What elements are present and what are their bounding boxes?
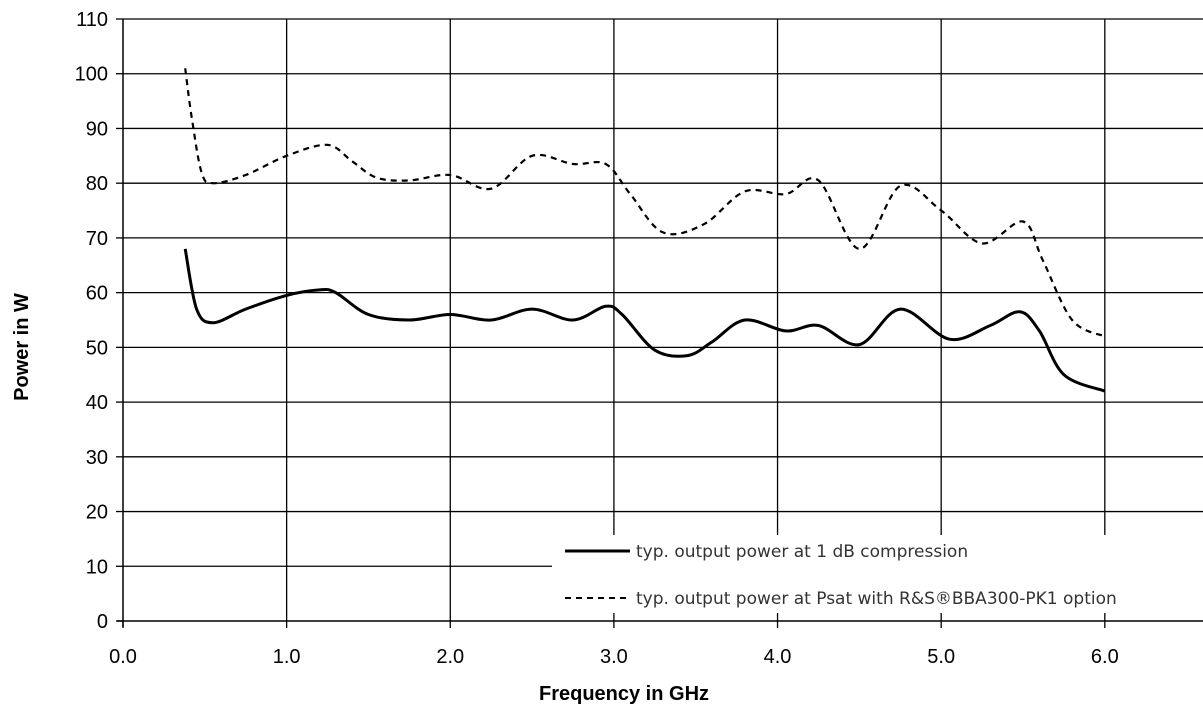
series-lines bbox=[183, 68, 1106, 393]
x-tick-label: 2.0 bbox=[436, 646, 464, 668]
axes bbox=[116, 18, 1203, 628]
y-tick-label: 0 bbox=[97, 611, 108, 633]
y-tick-label: 110 bbox=[76, 9, 108, 31]
y-tick-label: 100 bbox=[75, 64, 108, 86]
legend-label-series-1: typ. output power at 1 dB compression bbox=[636, 542, 968, 562]
series-line-1 bbox=[183, 248, 1106, 393]
y-tick-label: 70 bbox=[86, 228, 108, 250]
y-axis-title: Power in W bbox=[11, 293, 33, 401]
x-tick-label: 6.0 bbox=[1091, 646, 1119, 668]
y-tick-label: 80 bbox=[86, 173, 108, 195]
legend-label-series-2: typ. output power at Psat with R&S®BBA30… bbox=[636, 589, 1117, 609]
y-tick-label: 20 bbox=[86, 502, 108, 524]
y-tick-label: 10 bbox=[86, 556, 108, 578]
y-tick-label: 90 bbox=[86, 118, 108, 140]
y-tick-label: 50 bbox=[86, 337, 108, 359]
tick-labels: 0 10 20 30 40 50 60 70 80 90 100 110 0.0 1.0 2.0 3.0 4.0… bbox=[75, 9, 1119, 668]
legend-background bbox=[552, 535, 1203, 613]
x-tick-label: 3.0 bbox=[600, 646, 628, 668]
x-tick-label: 5.0 bbox=[927, 646, 955, 668]
y-tick-label: 40 bbox=[86, 392, 108, 414]
y-tick-label: 60 bbox=[86, 283, 108, 305]
y-tick-label: 30 bbox=[86, 447, 108, 469]
x-tick-label: 0.0 bbox=[109, 646, 137, 668]
gridlines bbox=[123, 18, 1203, 621]
x-axis-title: Frequency in GHz bbox=[539, 683, 709, 705]
legend: typ. output power at 1 dB compression ty… bbox=[552, 535, 1203, 613]
x-tick-label: 1.0 bbox=[273, 646, 301, 668]
x-tick-label: 4.0 bbox=[764, 646, 792, 668]
